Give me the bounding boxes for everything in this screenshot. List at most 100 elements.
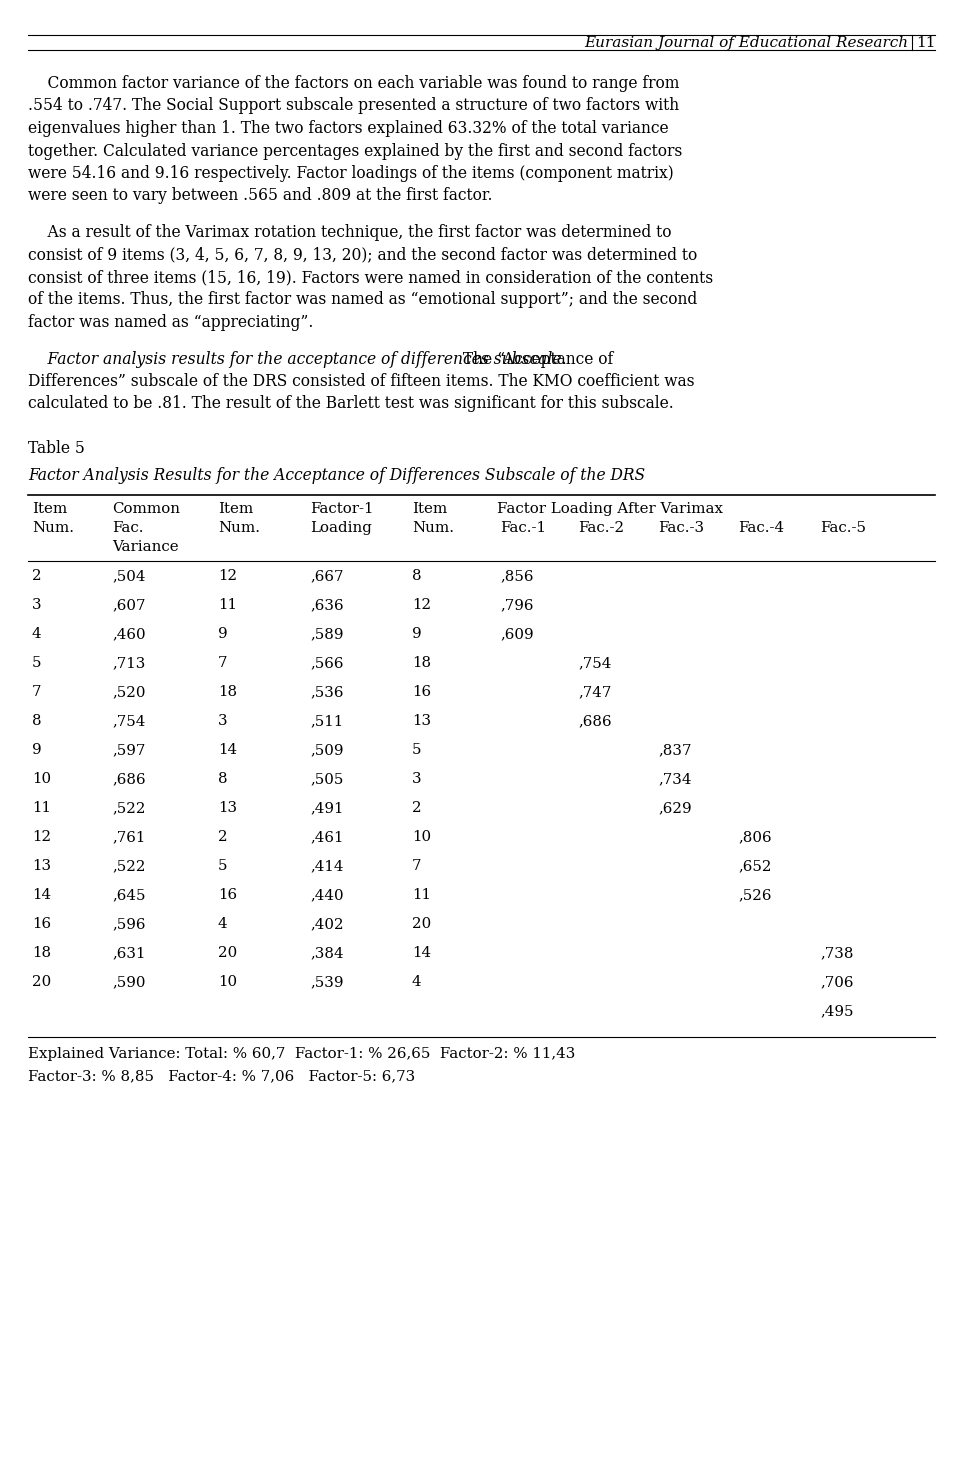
Text: together. Calculated variance percentages explained by the first and second fact: together. Calculated variance percentage… bbox=[28, 142, 683, 160]
Text: ,597: ,597 bbox=[112, 742, 145, 757]
Text: Table 5: Table 5 bbox=[28, 439, 84, 457]
Text: Num.: Num. bbox=[412, 521, 454, 535]
Text: 5: 5 bbox=[218, 859, 228, 873]
Text: ,734: ,734 bbox=[658, 772, 691, 785]
Text: 16: 16 bbox=[32, 917, 51, 930]
Text: Factor Analysis Results for the Acceptance of Differences Subscale of the DRS: Factor Analysis Results for the Acceptan… bbox=[28, 466, 645, 484]
Text: Explained Variance: Total: % 60,7  Factor-1: % 26,65  Factor-2: % 11,43: Explained Variance: Total: % 60,7 Factor… bbox=[28, 1047, 575, 1060]
Text: 20: 20 bbox=[32, 975, 51, 989]
Text: ,520: ,520 bbox=[112, 685, 146, 700]
Text: ,629: ,629 bbox=[658, 802, 691, 815]
Text: ,754: ,754 bbox=[578, 657, 612, 670]
Text: 8: 8 bbox=[412, 569, 421, 583]
Text: ,837: ,837 bbox=[658, 742, 691, 757]
Text: 3: 3 bbox=[32, 598, 41, 612]
Text: ,686: ,686 bbox=[578, 714, 612, 728]
Text: of the items. Thus, the first factor was named as “emotional support”; and the s: of the items. Thus, the first factor was… bbox=[28, 291, 697, 309]
Text: ,511: ,511 bbox=[310, 714, 344, 728]
Text: 12: 12 bbox=[412, 598, 431, 612]
Text: 11: 11 bbox=[412, 887, 431, 902]
Text: Fac.-4: Fac.-4 bbox=[738, 521, 784, 535]
Text: 16: 16 bbox=[412, 685, 431, 700]
Text: Factor analysis results for the acceptance of differences subscale.: Factor analysis results for the acceptan… bbox=[28, 351, 566, 367]
Text: 7: 7 bbox=[412, 859, 421, 873]
Text: 8: 8 bbox=[32, 714, 41, 728]
Text: ,384: ,384 bbox=[310, 947, 344, 960]
Text: Fac.-5: Fac.-5 bbox=[820, 521, 866, 535]
Text: 10: 10 bbox=[32, 772, 51, 785]
Text: were 54.16 and 9.16 respectively. Factor loadings of the items (component matrix: were 54.16 and 9.16 respectively. Factor… bbox=[28, 166, 674, 182]
Text: ,856: ,856 bbox=[500, 569, 534, 583]
Text: 18: 18 bbox=[218, 685, 237, 700]
Text: ,522: ,522 bbox=[112, 802, 146, 815]
Text: ,566: ,566 bbox=[310, 657, 344, 670]
Text: ,505: ,505 bbox=[310, 772, 344, 785]
Text: As a result of the Varimax rotation technique, the first factor was determined t: As a result of the Varimax rotation tech… bbox=[28, 223, 671, 241]
Text: 4: 4 bbox=[412, 975, 421, 989]
Text: ,414: ,414 bbox=[310, 859, 344, 873]
Text: 9: 9 bbox=[32, 742, 41, 757]
Text: 20: 20 bbox=[412, 917, 431, 930]
Text: Common factor variance of the factors on each variable was found to range from: Common factor variance of the factors on… bbox=[28, 75, 680, 92]
Text: 11: 11 bbox=[218, 598, 237, 612]
Text: 4: 4 bbox=[218, 917, 228, 930]
Text: 4: 4 bbox=[32, 627, 41, 640]
Text: ,761: ,761 bbox=[112, 830, 145, 845]
Text: 18: 18 bbox=[32, 947, 51, 960]
Text: Fac.: Fac. bbox=[112, 521, 143, 535]
Text: 11: 11 bbox=[32, 802, 51, 815]
Text: ,609: ,609 bbox=[500, 627, 534, 640]
Text: Fac.-1: Fac.-1 bbox=[500, 521, 546, 535]
Text: ,754: ,754 bbox=[112, 714, 145, 728]
Text: consist of 9 items (3, 4, 5, 6, 7, 8, 9, 13, 20); and the second factor was dete: consist of 9 items (3, 4, 5, 6, 7, 8, 9,… bbox=[28, 247, 697, 263]
Text: Common: Common bbox=[112, 501, 180, 516]
Text: ,747: ,747 bbox=[578, 685, 612, 700]
Text: ,539: ,539 bbox=[310, 975, 344, 989]
Text: Item: Item bbox=[32, 501, 67, 516]
Text: The “Acceptance of: The “Acceptance of bbox=[458, 351, 612, 367]
Text: Factor Loading After Varimax: Factor Loading After Varimax bbox=[497, 501, 723, 516]
Text: Num.: Num. bbox=[218, 521, 260, 535]
Text: Item: Item bbox=[218, 501, 253, 516]
Text: ,645: ,645 bbox=[112, 887, 146, 902]
Text: ,590: ,590 bbox=[112, 975, 146, 989]
Text: ,667: ,667 bbox=[310, 569, 344, 583]
Text: 2: 2 bbox=[412, 802, 421, 815]
Text: ,504: ,504 bbox=[112, 569, 146, 583]
Text: 9: 9 bbox=[218, 627, 228, 640]
Text: 13: 13 bbox=[32, 859, 51, 873]
Text: 20: 20 bbox=[218, 947, 237, 960]
Text: 7: 7 bbox=[32, 685, 41, 700]
Text: ,402: ,402 bbox=[310, 917, 344, 930]
Text: 14: 14 bbox=[412, 947, 431, 960]
Text: ,495: ,495 bbox=[820, 1004, 853, 1018]
Text: factor was named as “appreciating”.: factor was named as “appreciating”. bbox=[28, 314, 313, 331]
Text: .554 to .747. The Social Support subscale presented a structure of two factors w: .554 to .747. The Social Support subscal… bbox=[28, 98, 679, 114]
Text: eigenvalues higher than 1. The two factors explained 63.32% of the total varianc: eigenvalues higher than 1. The two facto… bbox=[28, 120, 668, 138]
Text: Num.: Num. bbox=[32, 521, 74, 535]
Text: 14: 14 bbox=[32, 887, 51, 902]
Text: 3: 3 bbox=[412, 772, 421, 785]
Text: 9: 9 bbox=[412, 627, 421, 640]
Text: 14: 14 bbox=[218, 742, 237, 757]
Text: ,607: ,607 bbox=[112, 598, 146, 612]
Text: 10: 10 bbox=[412, 830, 431, 845]
Text: 7: 7 bbox=[218, 657, 228, 670]
Text: Factor-1: Factor-1 bbox=[310, 501, 373, 516]
Text: 10: 10 bbox=[218, 975, 237, 989]
Text: 12: 12 bbox=[32, 830, 51, 845]
Text: ,738: ,738 bbox=[820, 947, 853, 960]
Text: Item: Item bbox=[412, 501, 447, 516]
Text: Eurasian Journal of Educational Research: Eurasian Journal of Educational Research bbox=[584, 35, 908, 50]
Text: ,596: ,596 bbox=[112, 917, 146, 930]
Text: 5: 5 bbox=[412, 742, 421, 757]
Text: were seen to vary between .565 and .809 at the first factor.: were seen to vary between .565 and .809 … bbox=[28, 188, 492, 204]
Text: ,536: ,536 bbox=[310, 685, 344, 700]
Text: 3: 3 bbox=[218, 714, 228, 728]
Text: ,460: ,460 bbox=[112, 627, 146, 640]
Text: 5: 5 bbox=[32, 657, 41, 670]
Text: ,440: ,440 bbox=[310, 887, 344, 902]
Text: ,526: ,526 bbox=[738, 887, 772, 902]
Text: ,652: ,652 bbox=[738, 859, 772, 873]
Text: calculated to be .81. The result of the Barlett test was significant for this su: calculated to be .81. The result of the … bbox=[28, 395, 674, 413]
